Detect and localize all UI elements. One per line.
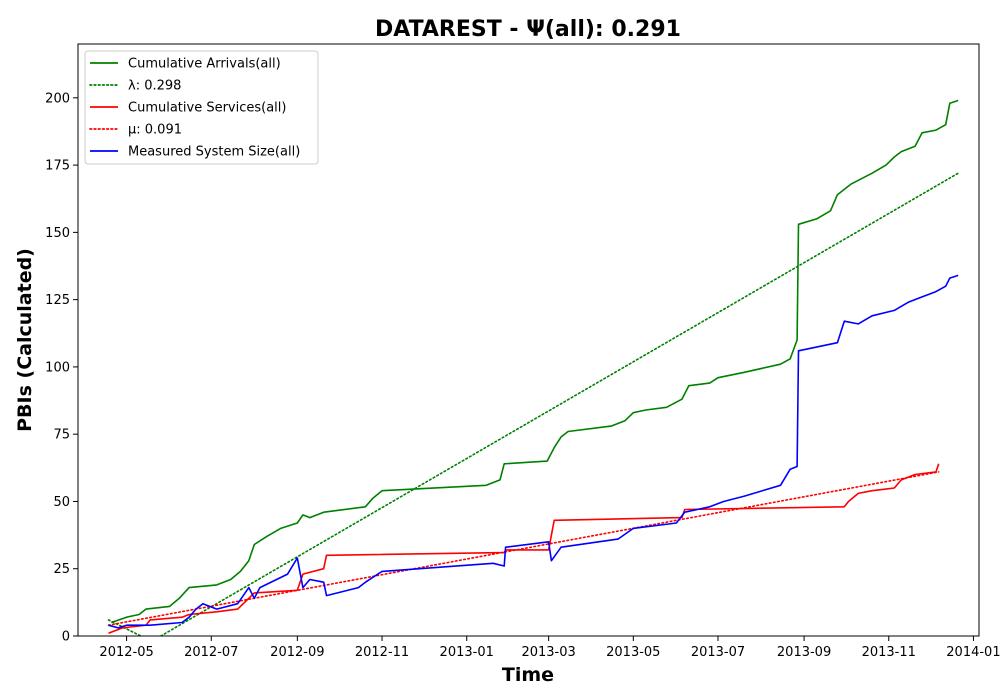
plot-frame: [77, 43, 980, 637]
x-tick-label: 2013-07: [691, 645, 745, 660]
series-line-1: [111, 99, 959, 624]
x-tick-label: 2013-03: [521, 645, 575, 660]
x-tick-label: 2012-09: [270, 645, 324, 660]
legend: Cumulative Arrivals(all) λ: 0.298 Cumulati…: [84, 50, 319, 165]
x-tick-label: 2013-05: [606, 645, 660, 660]
legend-label-3: Cumulative Services(all): [128, 101, 286, 116]
series-line-5: [108, 274, 959, 629]
y-tick-label: 175: [45, 159, 70, 174]
series-line-4: [107, 471, 940, 627]
y-tick-label: 25: [53, 562, 70, 577]
legend-label-2: λ: 0.298: [128, 79, 181, 94]
x-tick-label: 2013-09: [777, 645, 831, 660]
series-layer: [107, 99, 960, 636]
x-tick-label: 2013-11: [862, 645, 916, 660]
y-axis-label: PBIs (Calculated): [14, 248, 36, 432]
x-axis-label: Time: [502, 664, 554, 686]
legend-box: [84, 50, 319, 165]
legend-label-5: Measured System Size(all): [128, 145, 300, 160]
chart-title: DATAREST - Ψ(all): 0.291: [375, 17, 681, 42]
y-tick-label: 125: [45, 293, 70, 308]
x-tick-label: 2013-01: [440, 645, 494, 660]
x-tick-label: 2012-05: [99, 645, 153, 660]
legend-label-4: μ: 0.091: [128, 123, 182, 138]
y-tick-label: 200: [45, 91, 70, 106]
y-tick-label: 100: [45, 360, 70, 375]
y-tick-label: 0: [62, 630, 70, 645]
x-tick-label: 2012-11: [355, 645, 409, 660]
series-line-3: [108, 463, 940, 635]
y-tick-label: 75: [53, 428, 70, 443]
x-tick-label: 2014-01: [946, 645, 1000, 660]
x-axis-ticks: 2012-05 2012-07 2012-09 2012-11 2013-01 2013-…: [99, 636, 1000, 660]
x-tick-label: 2012-07: [184, 645, 238, 660]
y-axis-ticks: 0 25 50 75 100 125 150 175 200: [45, 91, 78, 645]
y-tick-label: 150: [45, 226, 70, 241]
y-tick-label: 50: [53, 495, 70, 510]
legend-label-1: Cumulative Arrivals(all): [128, 57, 281, 72]
